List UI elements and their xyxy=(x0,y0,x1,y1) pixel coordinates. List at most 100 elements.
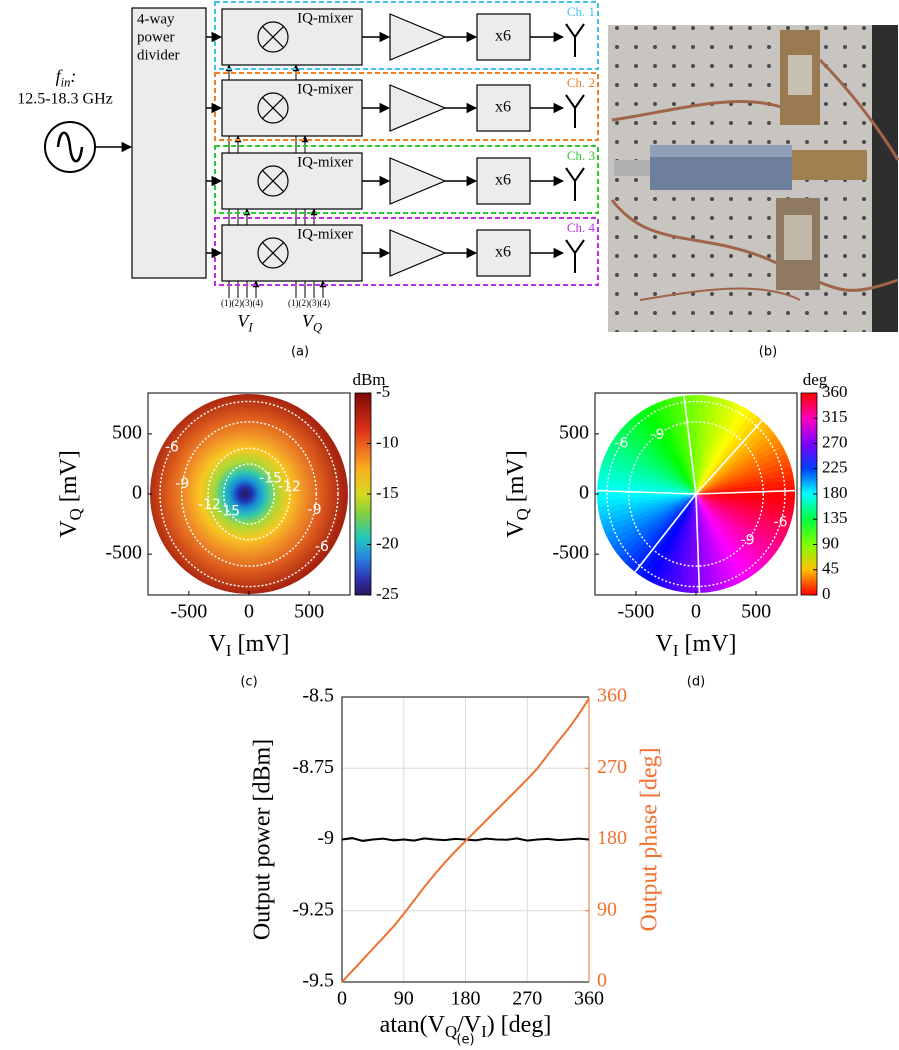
x-axis-label-part: [mV] xyxy=(678,631,736,657)
colorbar-tick-label: -5 xyxy=(376,382,390,401)
cable xyxy=(611,99,791,122)
phase-surface xyxy=(646,494,696,584)
y-axis-label: VQ [mV] xyxy=(503,450,533,537)
caption: (c) xyxy=(240,675,257,690)
phase-surface xyxy=(615,430,696,494)
phase-surface xyxy=(602,453,696,494)
contour-label: -15 xyxy=(217,504,240,520)
phase-surface xyxy=(696,435,780,494)
y-tick-label: -8.5 xyxy=(302,685,334,707)
colorbar-label: deg xyxy=(803,370,828,389)
phase-surface xyxy=(597,473,696,494)
multiplier-label: x6 xyxy=(495,99,511,116)
power-surface xyxy=(150,394,348,594)
contour xyxy=(207,447,291,541)
mixer-symbol xyxy=(261,169,285,193)
divider-label: divider xyxy=(137,47,180,63)
x-axis-label: VI [mV] xyxy=(656,631,737,661)
phase-surface xyxy=(620,494,696,564)
x-axis-label-part: I xyxy=(673,641,679,660)
phase-surface xyxy=(602,494,696,536)
phase-surface xyxy=(645,405,696,494)
phase-surface xyxy=(696,415,763,494)
source-label: fin: xyxy=(56,66,77,89)
phase-surface xyxy=(696,446,787,494)
phase-surface xyxy=(629,416,696,494)
x-tick-label: 0 xyxy=(337,988,347,1010)
phase-surface xyxy=(615,494,696,559)
y2-tick-label: 270 xyxy=(597,756,627,778)
source-frequency: 12.5-18.3 GHz xyxy=(17,91,113,108)
colorbar-tick-label: 0 xyxy=(822,584,831,603)
mixer-symbol xyxy=(261,96,285,120)
x-axis-label-part: /V xyxy=(457,1012,482,1038)
x-axis-label: atan(VQ/VI) [deg] xyxy=(380,1012,552,1042)
contour-label: -12 xyxy=(278,479,301,495)
phase-surface xyxy=(696,452,790,494)
control-voltage-part: I xyxy=(247,320,253,334)
channel-label: Ch. 4 xyxy=(567,220,596,235)
series-line xyxy=(341,698,590,983)
multiplier-label: x6 xyxy=(495,28,511,45)
y2-tick-label: 360 xyxy=(597,685,627,707)
colorbar-tick-label: -25 xyxy=(376,584,399,603)
iq-mixer xyxy=(221,224,363,282)
phase-surface xyxy=(696,494,753,580)
phase-surface xyxy=(600,460,696,494)
x-tick-label: 500 xyxy=(294,601,324,623)
contour-label: -9 xyxy=(741,532,755,548)
phase-surface xyxy=(619,425,696,494)
phase-surface xyxy=(624,420,696,494)
series-line xyxy=(341,837,590,842)
mixer-symbol xyxy=(261,25,285,49)
contour xyxy=(627,421,765,567)
phase-surface xyxy=(634,411,696,494)
phase-surface xyxy=(696,399,734,494)
iq-mixer-module xyxy=(788,55,812,95)
contour-label: -6 xyxy=(774,515,788,531)
iq-mixer-module xyxy=(784,215,812,260)
colorbar-tick-label: 180 xyxy=(822,483,848,502)
y2-tick-label: 90 xyxy=(597,898,617,920)
amplifier xyxy=(389,13,447,61)
phase-surface xyxy=(696,494,768,568)
cable xyxy=(818,58,899,161)
x-axis-label-part: atan(V xyxy=(380,1012,446,1038)
phase-surface xyxy=(696,494,773,563)
phase-surface xyxy=(608,494,696,548)
control-voltage: VQ xyxy=(302,311,322,334)
amplifier xyxy=(389,229,447,277)
divider-label: power xyxy=(137,29,175,45)
phase-surface xyxy=(672,494,696,592)
contour-label: -6 xyxy=(614,436,628,452)
contour-label: -9 xyxy=(650,427,664,443)
contour-label: -6 xyxy=(165,440,179,456)
control-ports: (1)(2)(3)(4) xyxy=(221,298,263,308)
phase-surface xyxy=(696,419,768,494)
source-label-part: : xyxy=(70,66,76,86)
connectors xyxy=(792,150,867,180)
contour-label: -6 xyxy=(315,539,329,555)
phase-surface xyxy=(696,494,795,508)
y-tick-label: -9.25 xyxy=(292,898,334,920)
phase-surface xyxy=(691,395,700,494)
multiplier xyxy=(476,157,531,205)
x-axis-label-part: ) [deg] xyxy=(487,1012,552,1038)
phase-surface xyxy=(678,494,696,593)
caption: (e) xyxy=(456,1033,474,1048)
divider-label: 4-way xyxy=(137,11,175,27)
contour xyxy=(180,421,318,567)
cable xyxy=(610,199,899,292)
contour-label: -12 xyxy=(198,497,221,513)
x-tick-label: 270 xyxy=(512,988,542,1010)
antenna xyxy=(565,239,585,273)
y-tick-label: 500 xyxy=(559,421,589,443)
phase-contour xyxy=(634,493,697,573)
x-tick-label: 0 xyxy=(691,601,701,623)
phase-surface xyxy=(696,494,747,583)
mixer-label: IQ-mixer xyxy=(297,81,353,97)
x-tick-label: 90 xyxy=(394,988,414,1010)
phase-surface xyxy=(651,402,696,494)
colorbar-tick-label: 90 xyxy=(822,533,839,552)
